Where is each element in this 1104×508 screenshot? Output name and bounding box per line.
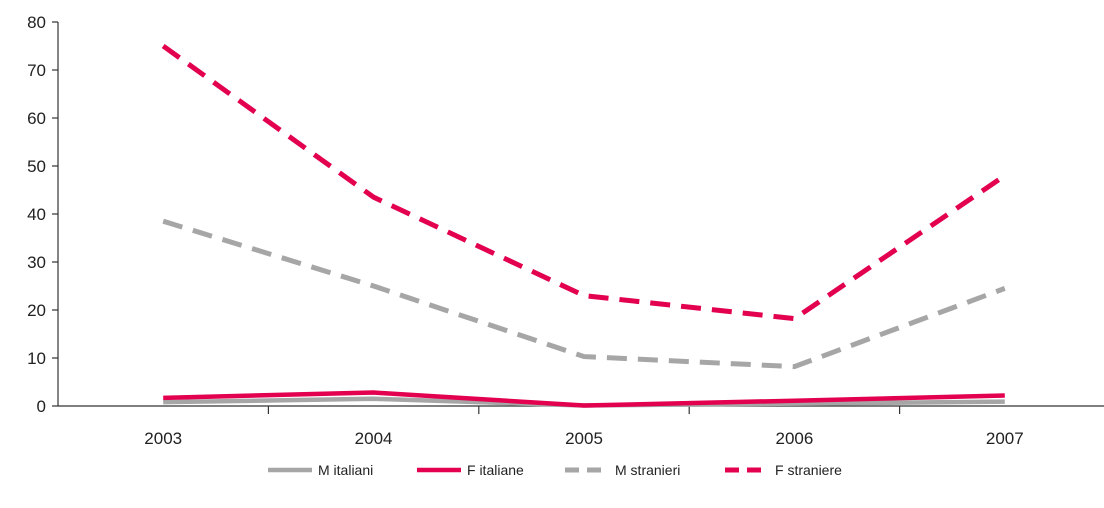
- series-line-f-italiane: [163, 390, 1005, 408]
- y-tick-label: 0: [37, 397, 46, 416]
- x-tick-label: 2006: [775, 429, 813, 448]
- y-tick-label: 10: [27, 349, 46, 368]
- y-tick-label: 70: [27, 61, 46, 80]
- y-tick-label: 30: [27, 253, 46, 272]
- y-tick-label: 80: [27, 13, 46, 32]
- x-tick-label: 2004: [355, 429, 393, 448]
- x-tick-label: 2007: [986, 429, 1024, 448]
- series-line-f-straniere: [161, 43, 1007, 322]
- series-line-m-stranieri: [162, 218, 1006, 370]
- legend: M italiani F italiane M stranieri F stranie…: [268, 462, 842, 478]
- series-lines: [161, 43, 1007, 408]
- legend-label: M italiani: [318, 462, 373, 478]
- legend-label: F italiane: [467, 462, 524, 478]
- y-tick-label: 50: [27, 157, 46, 176]
- x-tick-label: 2003: [144, 429, 182, 448]
- legend-label: M stranieri: [615, 462, 680, 478]
- y-tick-label: 40: [27, 205, 46, 224]
- y-tick-label: 20: [27, 301, 46, 320]
- legend-label: F straniere: [775, 462, 842, 478]
- x-tick-label: 2005: [565, 429, 603, 448]
- y-tick-label: 60: [27, 109, 46, 128]
- axes: 0 10 20 30 40 50 60 70 80 2003 2004 2005 2006 2007: [27, 13, 1104, 448]
